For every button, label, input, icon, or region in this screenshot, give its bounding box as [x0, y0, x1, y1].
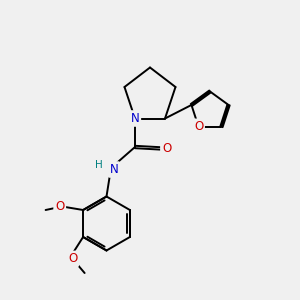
Text: O: O — [194, 120, 203, 133]
Text: H: H — [95, 160, 103, 170]
Text: O: O — [68, 252, 77, 266]
Text: O: O — [55, 200, 64, 214]
Text: O: O — [162, 142, 171, 155]
Text: N: N — [110, 163, 118, 176]
Text: N: N — [130, 112, 140, 125]
